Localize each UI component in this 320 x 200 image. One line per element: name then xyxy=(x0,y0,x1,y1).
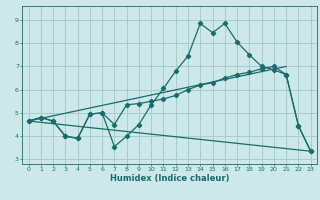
X-axis label: Humidex (Indice chaleur): Humidex (Indice chaleur) xyxy=(110,174,229,183)
